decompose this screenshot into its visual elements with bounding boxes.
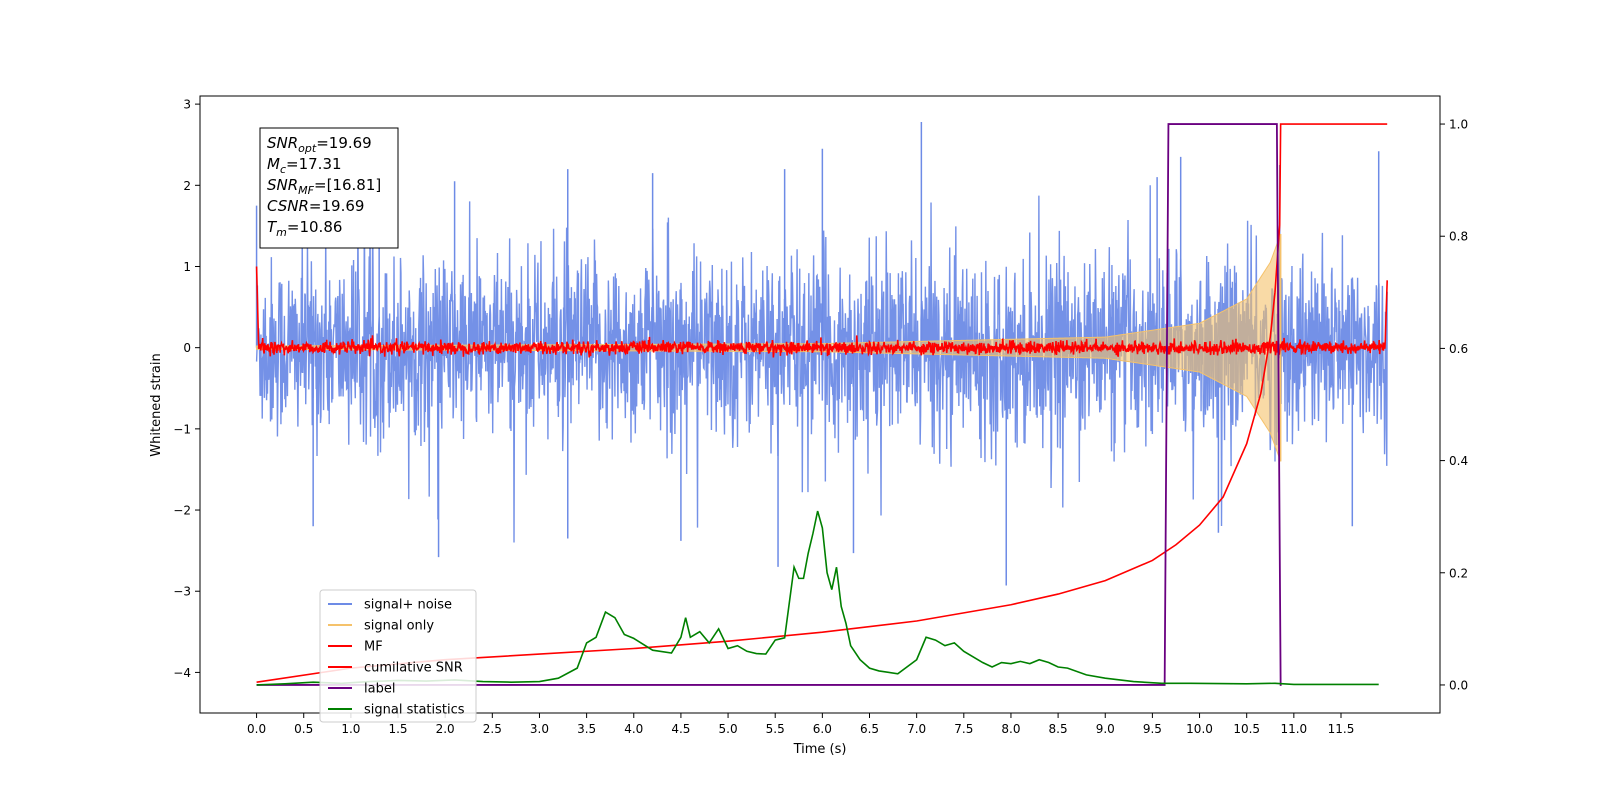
annotation-value: =19.69: [316, 134, 372, 152]
legend: signal+ noise signal only MF cumilative SNR…: [319, 589, 477, 723]
legend-label: signal only: [364, 619, 434, 634]
cumulative-snr-series: [256, 123, 1388, 683]
plot-frame: [199, 95, 1441, 714]
x-tick-label: 11.0: [1280, 722, 1307, 736]
legend-label: signal+ noise: [364, 598, 452, 613]
y2-tick-label: 1.0: [1449, 118, 1468, 132]
x-tick-label: 10.5: [1233, 722, 1260, 736]
annotation-frame: [259, 127, 399, 249]
annotation-line: Mc=17.31: [267, 155, 342, 176]
annotation-subscript: c: [280, 163, 286, 176]
legend-label: signal statistics: [364, 703, 465, 718]
x-tick-label: 11.5: [1328, 722, 1355, 736]
y-tick-label: 0: [183, 341, 191, 355]
x-tick-label: 3.5: [577, 722, 596, 736]
x-tick-label: 8.0: [1001, 722, 1020, 736]
x-tick-label: 0.5: [294, 722, 313, 736]
x-tick-label: 10.0: [1186, 722, 1213, 736]
annotation-box: SNRopt=19.69Mc=17.31SNRMF=[16.81]CSNR=19…: [259, 127, 399, 249]
x-tick-label: 9.0: [1096, 722, 1115, 736]
y-tick-label: 3: [183, 98, 191, 112]
x-tick-label: 7.5: [954, 722, 973, 736]
y-tick-label: −3: [173, 585, 191, 599]
x-tick-label: 7.0: [907, 722, 926, 736]
y-axis-label: Whitened strain: [149, 353, 164, 456]
annotation-value: =19.69: [309, 197, 365, 215]
x-tick-label: 5.0: [719, 722, 738, 736]
legend-frame: [319, 589, 477, 723]
y-tick-label: −1: [173, 422, 191, 436]
x-tick-label: 2.5: [483, 722, 502, 736]
series-layer: [255, 121, 1388, 686]
y2-tick-label: 0.0: [1449, 678, 1468, 692]
y2-tick-label: 0.2: [1449, 566, 1468, 580]
x-tick-label: 1.5: [388, 722, 407, 736]
y-tick-label: 1: [183, 260, 191, 274]
legend-label: label: [364, 682, 395, 697]
annotation-symbol: CSNR: [267, 197, 309, 215]
x-tick-label: 9.5: [1143, 722, 1162, 736]
annotation-value: =[16.81]: [314, 176, 381, 194]
annotation-line: Tm=10.86: [267, 218, 342, 239]
y-axis-right: 1.0 0.8 0.6 0.4 0.2 0.0: [1440, 118, 1468, 692]
annotation-value: =10.86: [287, 218, 343, 236]
y2-tick-label: 0.8: [1449, 230, 1468, 244]
signal-statistics-series: [256, 510, 1379, 686]
x-tick-label: 8.5: [1049, 722, 1068, 736]
annotation-line: SNRopt=19.69: [267, 134, 372, 155]
y-axis-left: 3 2 1 0 −1 −2 −3 −4: [173, 98, 200, 680]
x-axis: 0.0 0.5 1.0 1.5 2.0 2.5 3.0 3.5 4.0 4.5 5.0 5.5 6.0 6…: [247, 713, 1354, 736]
mf-series: [255, 266, 1388, 358]
annotation-subscript: m: [276, 226, 287, 239]
x-tick-label: 2.0: [436, 722, 455, 736]
legend-label: cumilative SNR: [364, 661, 463, 676]
x-tick-label: 6.0: [813, 722, 832, 736]
y-tick-label: −2: [173, 504, 191, 518]
x-tick-label: 4.0: [624, 722, 643, 736]
x-tick-label: 0.0: [247, 722, 266, 736]
y-tick-label: −4: [173, 666, 191, 680]
y2-tick-label: 0.4: [1449, 454, 1468, 468]
annotation-symbol: M: [267, 155, 280, 173]
annotation-subscript: opt: [298, 142, 317, 155]
annotation-subscript: MF: [298, 184, 314, 197]
annotation-value: =17.31: [286, 155, 342, 173]
x-axis-label: Time (s): [793, 742, 847, 757]
label-series: [256, 123, 1282, 686]
x-tick-label: 4.5: [671, 722, 690, 736]
annotation-symbol: T: [267, 218, 278, 236]
x-tick-label: 3.0: [530, 722, 549, 736]
annotation-line: CSNR=19.69: [267, 197, 364, 215]
annotation-symbol: SNR: [267, 134, 298, 152]
annotation-line: SNRMF=[16.81]: [267, 176, 381, 197]
y-tick-label: 2: [183, 179, 191, 193]
y2-tick-label: 0.6: [1449, 342, 1468, 356]
annotation-symbol: SNR: [267, 176, 298, 194]
x-tick-label: 5.5: [766, 722, 785, 736]
x-tick-label: 1.0: [341, 722, 360, 736]
x-tick-label: 6.5: [860, 722, 879, 736]
legend-label: MF: [364, 640, 383, 655]
